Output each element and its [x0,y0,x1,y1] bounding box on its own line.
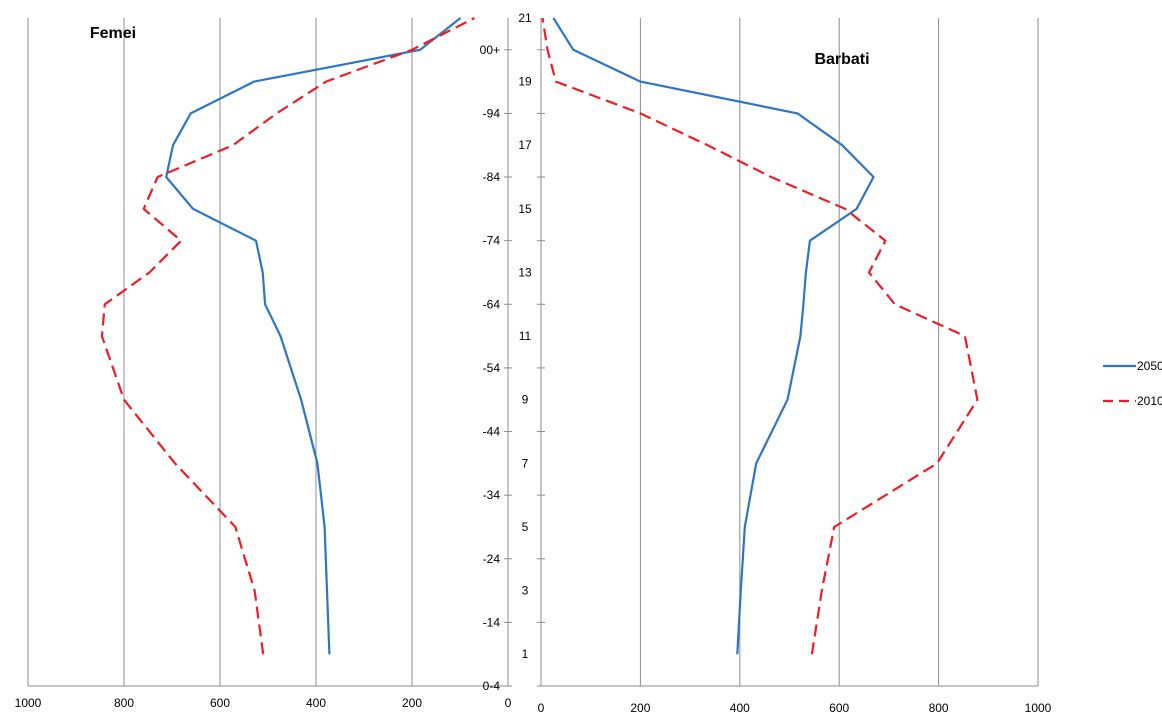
left-x-tick-label: 200 [402,696,422,710]
left-x-tick-label: 800 [114,696,134,710]
legend: 2050 2010 [1103,359,1162,408]
legend-label-2010: 2010 [1137,394,1162,408]
left-panel: 1000 800 600 400 200 0 0-4 -14 -24 -34 -44 -54 -64 -7… [15,17,512,710]
right-x-tick-label: 400 [730,701,750,715]
right-x-tick-label: 1000 [1025,701,1052,715]
left-y-tick-label: 00+ [480,43,500,57]
left-series-2010 [100,17,475,655]
right-y-tick-label: 19 [518,75,532,89]
right-y-tick-label: 11 [519,329,532,343]
right-y-tick-label: 5 [522,520,529,534]
left-x-tick-label: 600 [210,696,230,710]
left-y-tick-label: -74 [483,234,501,248]
right-y-tick-label: 7 [522,456,529,470]
right-x-tick-label: 200 [630,701,650,715]
left-x-tick-label: 0 [505,696,512,710]
right-series-2050 [552,17,875,655]
legend-label-2050: 2050 [1137,359,1162,373]
left-y-tick-label: -84 [483,170,501,184]
right-y-tick-label: 21 [518,11,532,25]
left-y-tick-label: -24 [483,552,501,566]
right-series-2010 [541,17,979,655]
left-panel-title: Femei [90,25,136,42]
left-y-tick-label: -94 [483,106,501,120]
left-y-tick-label: -54 [483,361,501,375]
right-x-tick-label: 600 [829,701,849,715]
left-y-tick-label: -64 [483,297,501,311]
right-panel: 0 200 400 600 800 100013579111315171921Barbat… [518,11,1051,715]
right-y-tick-label: 13 [518,265,532,279]
right-y-tick-label: 17 [518,138,532,152]
left-y-tick-label: -14 [483,615,501,629]
right-x-tick-label: 800 [929,701,949,715]
left-x-tick-label: 1000 [15,696,42,710]
right-y-tick-label: 9 [522,393,529,407]
right-panel-title: Barbati [814,51,869,68]
right-y-tick-label: 3 [522,584,529,598]
left-series-2050 [165,17,462,655]
left-y-tick-label: -44 [483,425,501,439]
left-y-tick-label: -34 [483,488,501,502]
right-x-tick-label: 0 [538,701,545,715]
right-y-tick-label: 15 [518,202,532,216]
left-x-tick-label: 400 [306,696,326,710]
right-y-tick-label: 1 [522,647,529,661]
left-y-tick-label: 0-4 [483,679,501,693]
